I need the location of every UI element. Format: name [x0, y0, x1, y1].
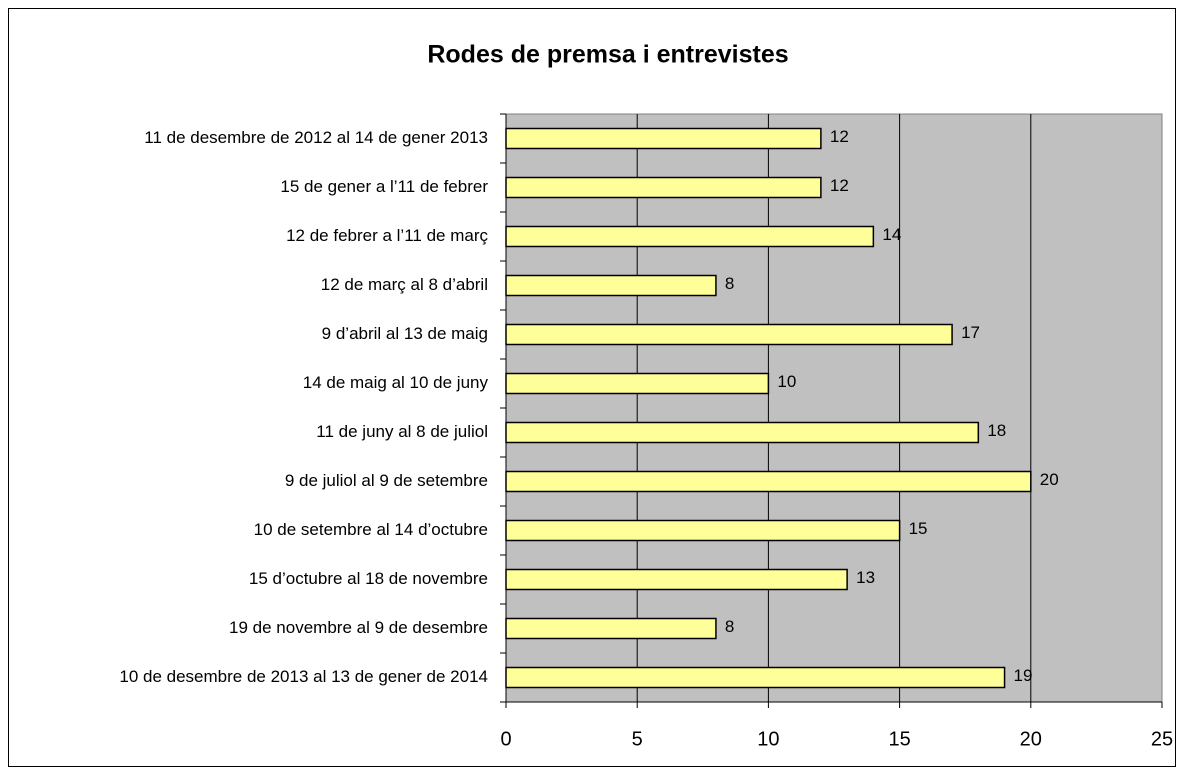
x-tick-label: 25	[1151, 728, 1173, 750]
bar	[505, 225, 875, 248]
data-label: 15	[909, 519, 928, 538]
y-tick-label: 11 de desembre de 2012 al 14 de gener 20…	[144, 128, 488, 147]
data-label: 10	[777, 372, 796, 391]
data-label: 12	[830, 127, 849, 146]
y-tick-label: 12 de febrer a l’11 de març	[286, 226, 488, 245]
bar	[505, 372, 770, 395]
y-tick-label: 10 de desembre de 2013 al 13 de gener de…	[119, 667, 488, 686]
data-label: 8	[725, 617, 734, 636]
bar	[505, 274, 717, 297]
bar	[505, 421, 980, 444]
y-tick-label: 11 de juny al 8 de juliol	[316, 422, 488, 441]
data-label: 20	[1040, 470, 1059, 489]
data-label: 18	[987, 421, 1006, 440]
x-tick-label: 20	[1020, 728, 1042, 750]
data-label: 14	[882, 225, 901, 244]
bar	[505, 519, 901, 542]
y-tick-label: 19 de novembre al 9 de desembre	[229, 618, 488, 637]
x-tick-label: 0	[500, 728, 511, 750]
y-tick-label: 12 de març al 8 d’abril	[321, 275, 488, 294]
y-tick-label: 10 de setembre al 14 d’octubre	[254, 520, 488, 539]
bar	[505, 666, 1006, 689]
chart-title: Rodes de premsa i entrevistes	[427, 41, 788, 69]
x-tick-label: 5	[632, 728, 643, 750]
data-label: 12	[830, 176, 849, 195]
x-tick-label: 15	[888, 728, 910, 750]
y-tick-label: 14 de maig al 10 de juny	[303, 373, 489, 392]
data-label: 19	[1014, 666, 1033, 685]
bar	[505, 470, 1032, 493]
y-tick-label: 9 d’abril al 13 de maig	[322, 324, 488, 343]
y-tick-label: 15 d’octubre al 18 de novembre	[249, 569, 488, 588]
data-label: 17	[961, 323, 980, 342]
bar	[505, 617, 717, 640]
y-tick-label: 9 de juliol al 9 de setembre	[285, 471, 488, 490]
x-tick-label: 10	[757, 728, 779, 750]
data-label: 13	[856, 568, 875, 587]
plot-area	[505, 113, 1163, 703]
bar	[505, 568, 848, 591]
y-tick-label: 15 de gener a l’11 de febrer	[280, 177, 488, 196]
bar	[505, 323, 953, 346]
bar	[505, 127, 822, 150]
data-label: 8	[725, 274, 734, 293]
bar	[505, 176, 822, 199]
